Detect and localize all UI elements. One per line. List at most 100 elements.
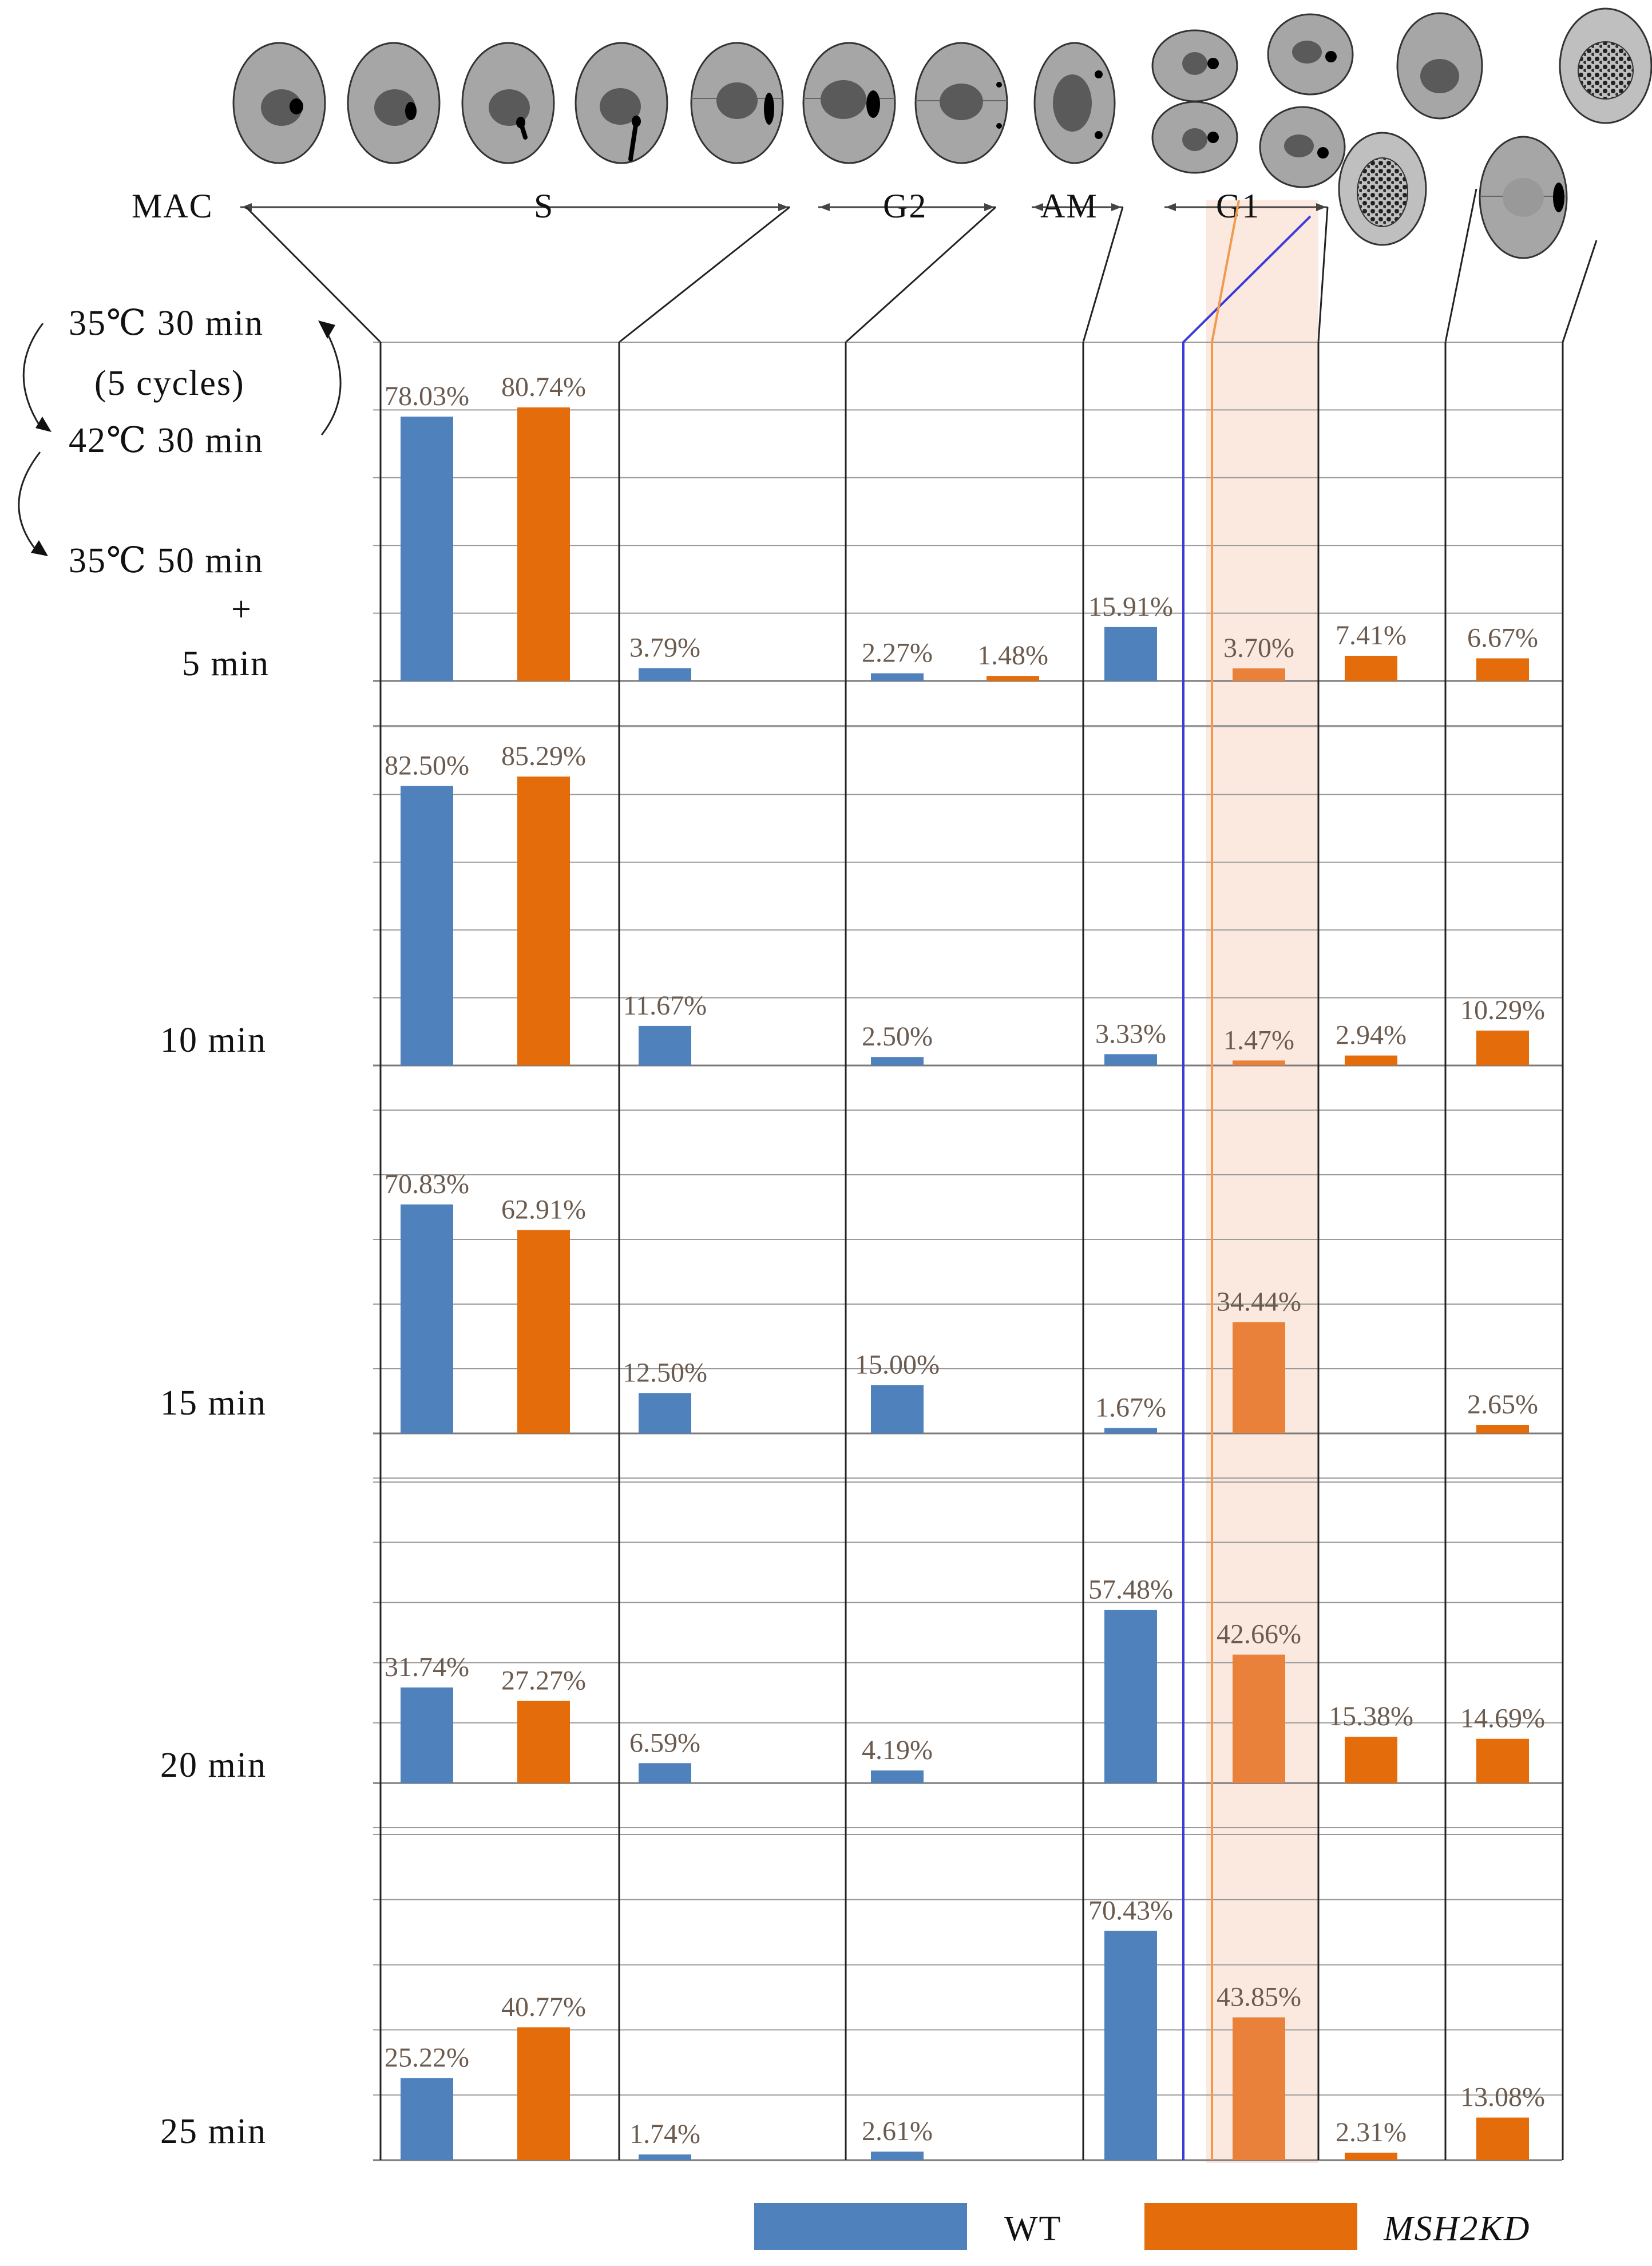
value-label: 25.22%: [385, 2043, 469, 2073]
cell-illustration: [347, 42, 441, 164]
bar-wt-5min-c0: [401, 417, 453, 681]
bar-wt-5min-c2: [639, 668, 691, 681]
row-label-10min: 10 min: [160, 1021, 267, 1060]
cell-illustration: [1267, 13, 1354, 96]
bar-wt-25min-c4: [871, 2152, 924, 2160]
next-step-arrowhead: [31, 540, 48, 556]
bar-msh2kd-10min-c9: [1476, 1031, 1529, 1065]
bar-msh2kd-10min-c7: [1233, 1060, 1285, 1065]
row-label-15min: 15 min: [160, 1384, 267, 1423]
row-labels: 5 min 10 min 15 min 20 min 25 min: [160, 644, 270, 2151]
cell-illustration: [1151, 101, 1238, 174]
cell-illustration: [802, 42, 896, 164]
bar-wt-5min-c6: [1104, 627, 1157, 681]
phase-label-g2: G2: [883, 187, 927, 225]
phase-label-s: S: [534, 187, 554, 225]
next-step-arrow: [18, 451, 41, 550]
value-label: 6.59%: [629, 1728, 700, 1758]
msh2kd-trend-line: [1211, 200, 1240, 2160]
bar-msh2kd-10min-c8: [1345, 1055, 1397, 1065]
bar-msh2kd-20min-c1: [517, 1701, 570, 1783]
bar-msh2kd-5min-c8: [1345, 656, 1397, 681]
bar-msh2kd-5min-c1: [517, 407, 570, 681]
cycle-arrow-right: [320, 328, 342, 435]
legend-wt-label: WT: [1004, 2209, 1061, 2248]
cell-illustration: [1259, 106, 1346, 188]
bar-msh2kd-15min-c7: [1233, 1322, 1285, 1433]
value-label: 1.47%: [1223, 1025, 1294, 1055]
bar-wt-10min-c6: [1104, 1054, 1157, 1065]
value-label: 1.67%: [1095, 1393, 1166, 1423]
value-label: 40.77%: [501, 1992, 586, 2022]
mac-label: MAC: [132, 187, 213, 225]
grid-lines: [373, 342, 1564, 2161]
value-label: 10.29%: [1460, 995, 1545, 1025]
value-label: 31.74%: [385, 1652, 469, 1682]
wt-trend-line: [1182, 215, 1312, 2160]
cycle-arrow-left: [22, 323, 44, 427]
cell-illustration: [1033, 42, 1116, 164]
bar-msh2kd-20min-c9: [1476, 1738, 1529, 1783]
bar-msh2kd-25min-c8: [1345, 2152, 1397, 2160]
value-label: 4.19%: [862, 1735, 933, 1765]
bar-wt-10min-c0: [401, 786, 453, 1065]
value-label: 2.50%: [862, 1021, 933, 1052]
bar-msh2kd-20min-c8: [1345, 1737, 1397, 1783]
value-label: 11.67%: [623, 991, 707, 1021]
bar-wt-20min-c6: [1104, 1610, 1157, 1783]
value-label: 2.27%: [862, 638, 933, 668]
cell-illustration: [1338, 132, 1427, 246]
row-label-25min: 25 min: [160, 2112, 267, 2151]
row-label-20min: 20 min: [160, 1746, 267, 1785]
bar-wt-5min-c4: [871, 673, 924, 681]
bar-msh2kd-25min-c7: [1233, 2017, 1285, 2160]
cell-illustration: [461, 42, 555, 164]
cell-illustration: [232, 42, 326, 164]
cell-illustration: [575, 42, 668, 164]
value-label: 15.38%: [1329, 1701, 1413, 1732]
cell-illustration: [1559, 7, 1652, 124]
value-label: 78.03%: [385, 381, 469, 411]
bar-msh2kd-25min-c1: [517, 2027, 570, 2160]
value-label: 2.61%: [862, 2116, 933, 2146]
value-label: 70.43%: [1088, 1895, 1173, 1926]
bar-msh2kd-25min-c9: [1476, 2117, 1529, 2160]
protocol-line-2: (5 cycles): [94, 364, 245, 403]
bars: [401, 407, 1529, 2160]
value-label: 6.67%: [1467, 623, 1538, 653]
bar-msh2kd-5min-c5: [987, 676, 1039, 681]
value-label: 62.91%: [501, 1195, 586, 1225]
value-label: 3.33%: [1095, 1019, 1166, 1049]
value-labels: 78.03% 80.74% 3.79% 2.27% 1.48% 15.91% 3.70% 7.…: [385, 372, 1545, 2149]
value-label: 1.48%: [977, 640, 1048, 671]
legend-msh2kd-swatch: [1144, 2203, 1357, 2250]
heat-shock-protocol: 35℃ 30 min (5 cycles) 42℃ 30 min 35℃ 50 …: [18, 304, 342, 629]
value-label: 12.50%: [623, 1357, 707, 1388]
bar-msh2kd-15min-c9: [1476, 1425, 1529, 1433]
row-label-5min: 5 min: [182, 644, 270, 683]
bar-wt-10min-c4: [871, 1057, 924, 1065]
cell-illustration: [1151, 29, 1238, 102]
value-label: 82.50%: [385, 751, 469, 781]
bar-wt-25min-c0: [401, 2078, 453, 2160]
bar-wt-15min-c6: [1104, 1428, 1157, 1433]
bar-wt-20min-c0: [401, 1687, 453, 1783]
value-label: 1.74%: [629, 2119, 700, 2149]
value-label: 15.91%: [1088, 592, 1173, 622]
value-label: 3.70%: [1223, 633, 1294, 663]
bar-wt-10min-c2: [639, 1025, 691, 1065]
cell-illustrations: [232, 7, 1652, 259]
bar-wt-15min-c0: [401, 1204, 453, 1433]
bar-msh2kd-5min-c7: [1233, 668, 1285, 681]
value-label: 14.69%: [1460, 1704, 1545, 1734]
value-label: 3.79%: [629, 633, 700, 663]
bar-msh2kd-15min-c1: [517, 1230, 570, 1433]
bar-wt-15min-c4: [871, 1385, 924, 1434]
bar-msh2kd-20min-c7: [1233, 1654, 1285, 1783]
value-label: 57.48%: [1088, 1575, 1173, 1605]
value-label: 13.08%: [1460, 2082, 1545, 2113]
bar-wt-20min-c4: [871, 1770, 924, 1783]
bar-wt-20min-c2: [639, 1763, 691, 1783]
bar-wt-25min-c6: [1104, 1931, 1157, 2160]
